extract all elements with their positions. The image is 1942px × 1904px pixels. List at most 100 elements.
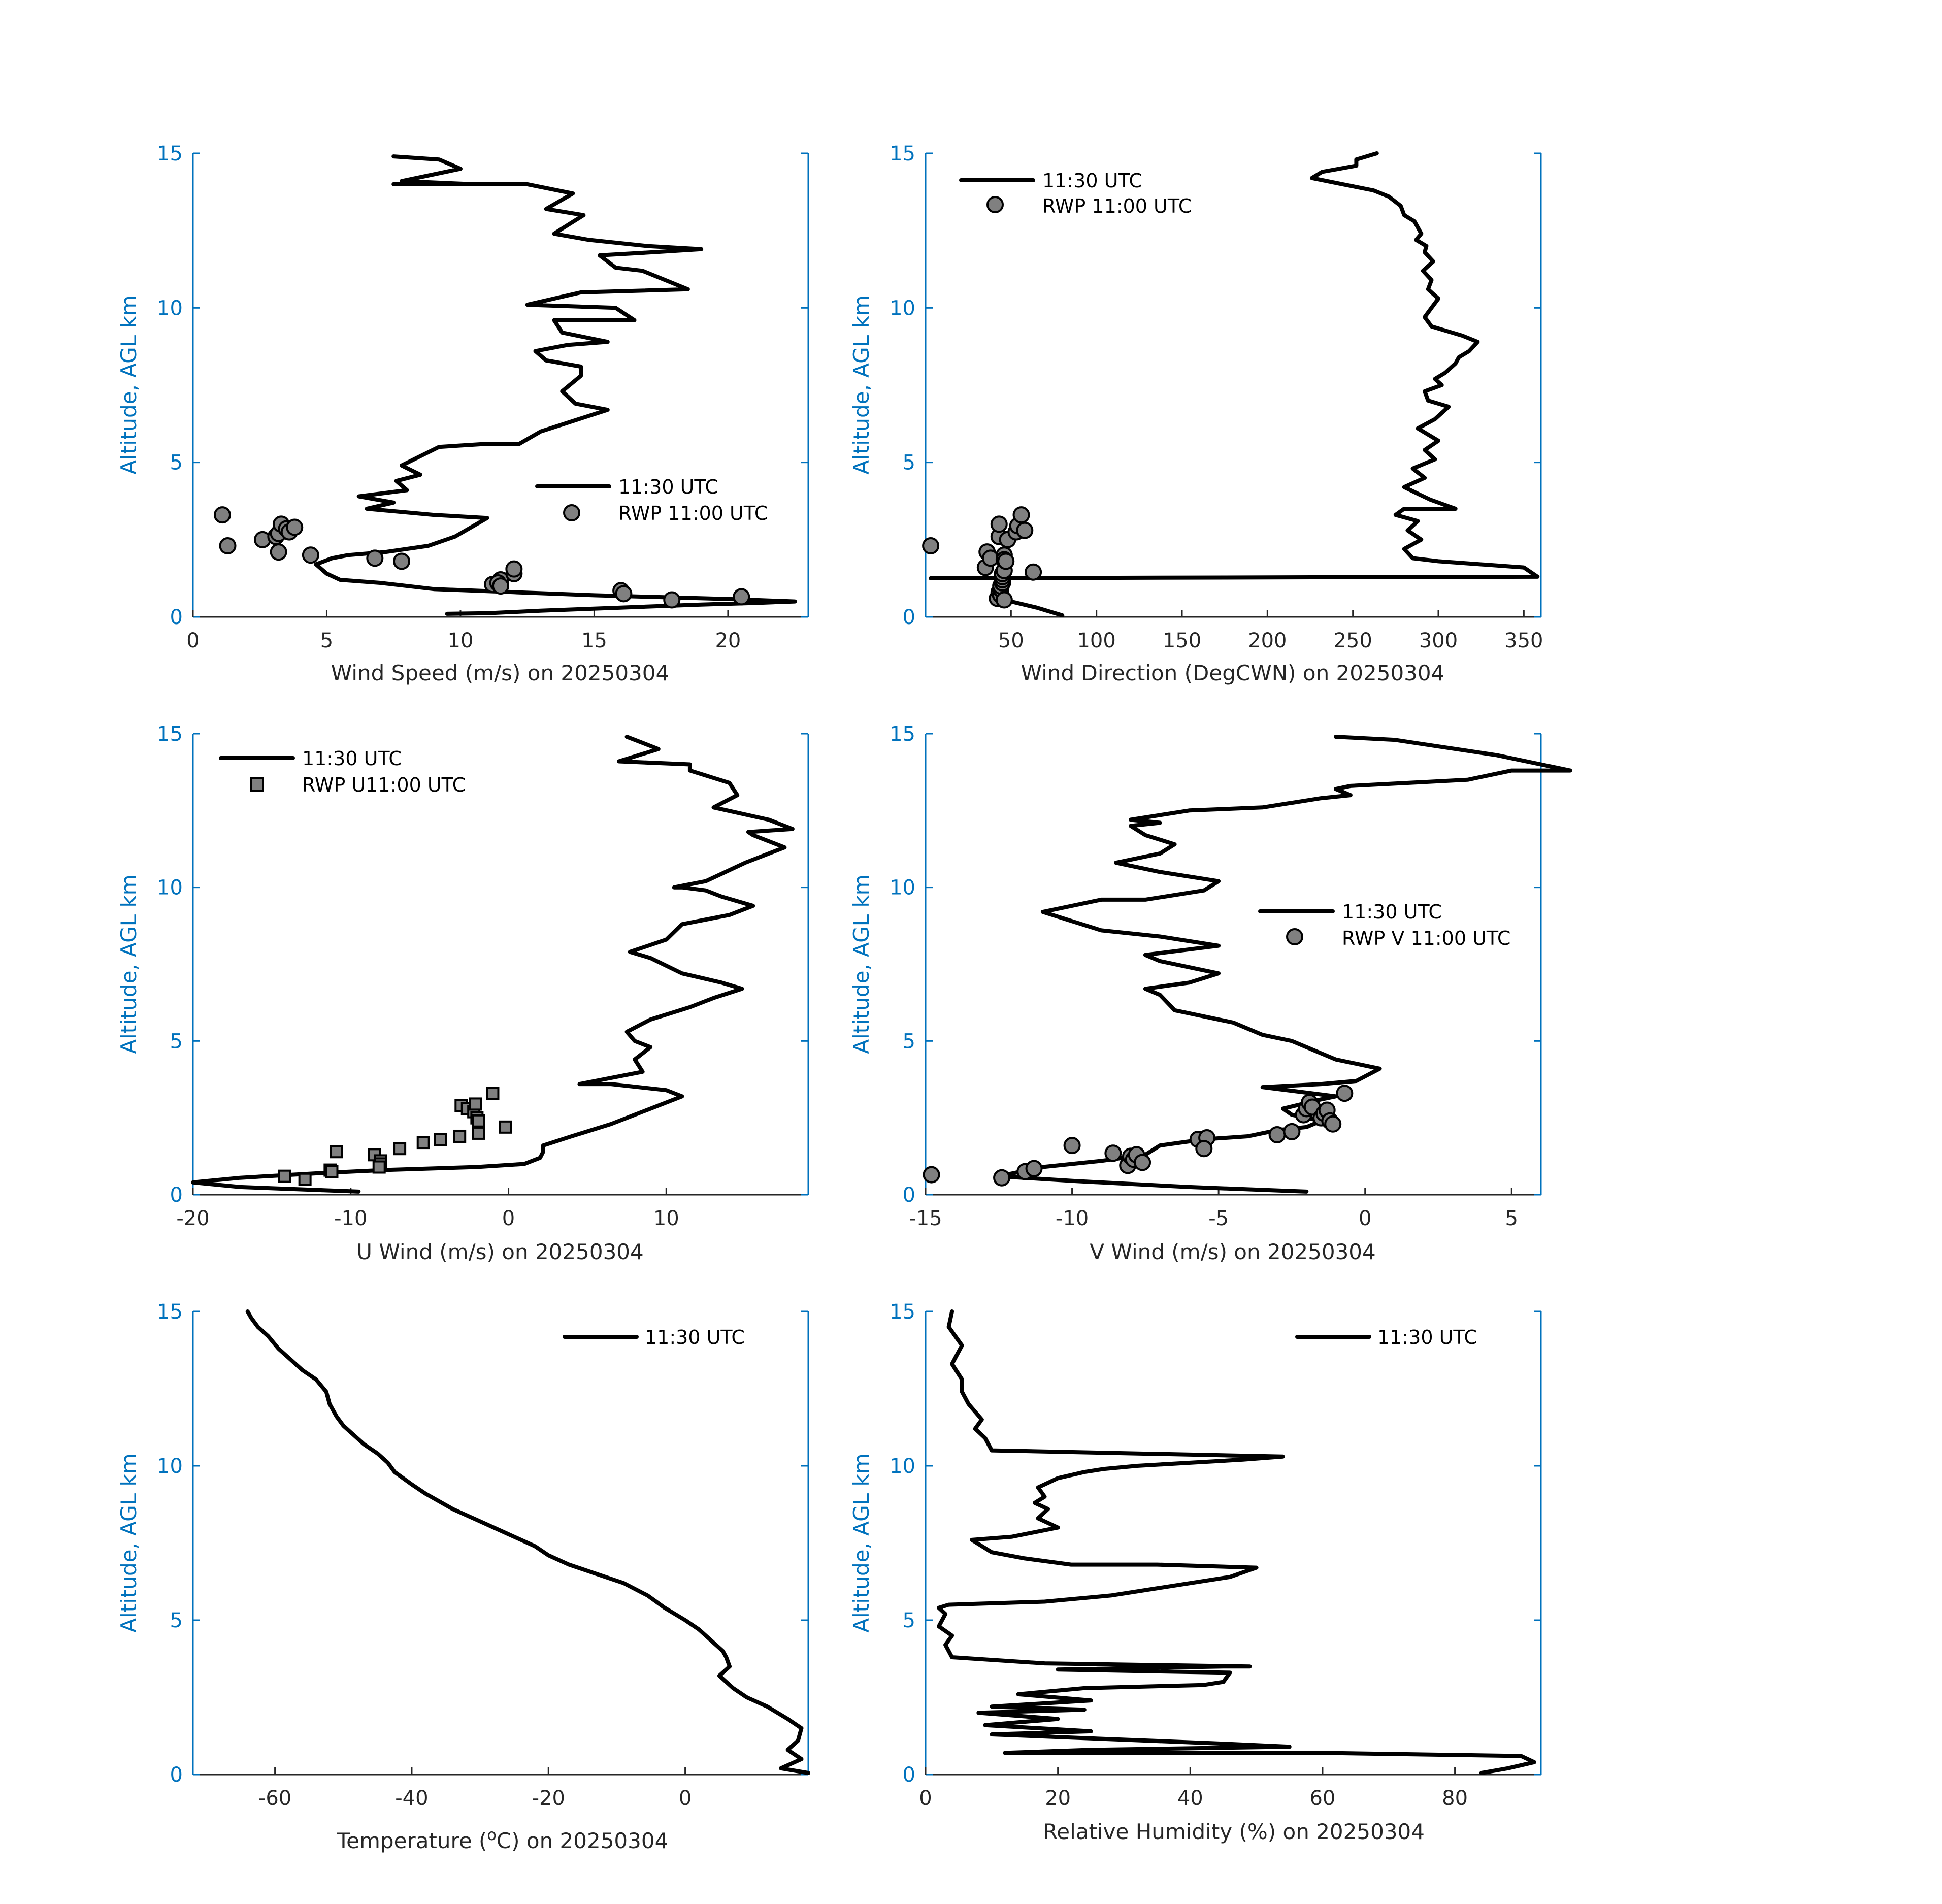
x-axis-label: Temperature (oC) on 20250304 <box>337 1826 669 1853</box>
legend: 11:30 UTC RWP U11:00 UTC <box>219 747 466 796</box>
rwp-point <box>486 1087 500 1100</box>
rwp-point <box>453 1129 467 1143</box>
rwp-point <box>213 506 231 524</box>
x-tick-label: 100 <box>1077 629 1115 652</box>
y-tick-label: 5 <box>170 1609 183 1632</box>
rwp-point <box>923 1166 940 1184</box>
y-axis-label: Altitude, AGL km <box>116 874 141 1054</box>
x-tick-label: 5 <box>1505 1207 1518 1230</box>
rwp-point <box>472 1114 485 1128</box>
x-axis-label: U Wind (m/s) on 20250304 <box>356 1239 644 1264</box>
y-tick-label: 5 <box>903 1030 915 1053</box>
rwp-point <box>393 1142 407 1156</box>
rwp-point <box>499 1120 512 1134</box>
x-tick-label: -60 <box>258 1787 291 1810</box>
x-axis-label: Wind Speed (m/s) on 20250304 <box>331 661 669 685</box>
x-tick-label: -20 <box>176 1207 209 1230</box>
rwp-point <box>372 1160 386 1174</box>
x-tick-label: 0 <box>679 1787 692 1810</box>
x-axis-label: V Wind (m/s) on 20250304 <box>1090 1239 1376 1264</box>
y-tick-label: 0 <box>903 1184 915 1207</box>
legend-label-line: 11:30 UTC <box>618 476 718 498</box>
x-tick-label: 0 <box>502 1207 515 1230</box>
profile-line <box>937 1309 1536 1775</box>
x-axis-label-part: Temperature ( <box>337 1828 487 1853</box>
x-axis-label-part: C) on 20250304 <box>497 1828 669 1853</box>
y-tick-label: 0 <box>903 606 915 629</box>
x-tick-label: 0 <box>919 1787 932 1810</box>
x-axis-label: Relative Humidity (%) on 20250304 <box>1043 1819 1425 1844</box>
rwp-point <box>1104 1144 1122 1162</box>
x-tick-label: 20 <box>1045 1787 1071 1810</box>
legend-marker-swatch <box>250 777 264 792</box>
rwp-point <box>302 546 319 564</box>
rwp-point <box>219 537 237 555</box>
legend-label-line: 11:30 UTC <box>1342 901 1442 923</box>
rwp-point <box>1195 1140 1213 1158</box>
relative-humidity-panel: 0 5 10 15 0 20 40 60 80 Altitude, AGL km Relativ… <box>849 1300 1542 1844</box>
x-tick-label: 10 <box>448 629 474 652</box>
y-tick-label: 10 <box>890 1455 915 1478</box>
profile-line <box>191 735 795 1194</box>
y-tick-label: 5 <box>903 1609 915 1632</box>
legend-label-line: 11:30 UTC <box>302 747 402 770</box>
legend-label-scatter: RWP 11:00 UTC <box>1042 195 1192 217</box>
legend-marker-swatch <box>986 196 1004 213</box>
legend: 11:30 UTC RWP 11:00 UTC <box>959 170 1192 217</box>
x-tick-label: 5 <box>320 629 333 652</box>
wind-speed-panel: 0 5 10 15 0 5 10 15 20 Altitude, AGL km Wind Spe… <box>116 142 809 685</box>
rwp-point <box>286 518 304 536</box>
rwp-point <box>472 1126 485 1140</box>
y-tick-label: 5 <box>170 1030 183 1053</box>
rwp-point <box>995 591 1013 609</box>
u-wind-panel: 0 5 10 15 -20 -10 0 10 Altitude, AGL km U Wind … <box>116 723 809 1264</box>
legend: 11:30 UTC <box>563 1326 745 1349</box>
wind-direction-panel: 0 5 10 15 50 100 150 200 250 300 350 Altitude, AGL… <box>849 142 1543 685</box>
x-tick-label: 20 <box>715 629 741 652</box>
y-tick-label: 0 <box>170 1184 183 1207</box>
y-tick-label: 0 <box>170 606 183 629</box>
rwp-point <box>330 1145 343 1159</box>
x-tick-label: 15 <box>581 629 607 652</box>
x-tick-label: -20 <box>532 1787 565 1810</box>
rwp-point <box>1283 1123 1301 1140</box>
y-tick-label: 10 <box>890 876 915 900</box>
x-tick-label: 150 <box>1163 629 1201 652</box>
legend-marker-swatch <box>1286 928 1303 945</box>
x-tick-label: 50 <box>998 629 1024 652</box>
legend-label-scatter: RWP V 11:00 UTC <box>1342 927 1510 949</box>
rwp-point <box>469 1097 482 1111</box>
legend-label-line: 11:30 UTC <box>1042 170 1142 192</box>
rwp-point <box>505 560 523 578</box>
x-tick-label: -10 <box>334 1207 367 1230</box>
rwp-point <box>663 591 681 609</box>
rwp-point <box>733 588 750 606</box>
y-axis-label: Altitude, AGL km <box>116 1453 141 1632</box>
rwp-point <box>922 537 940 555</box>
profile-line <box>997 735 1572 1194</box>
rwp-point <box>1063 1137 1081 1155</box>
legend-marker-swatch <box>563 504 580 521</box>
y-tick-label: 10 <box>157 876 183 900</box>
legend-label-scatter: RWP 11:00 UTC <box>618 502 768 524</box>
legend: 11:30 UTC <box>1295 1326 1477 1349</box>
legend: 11:30 UTC RWP 11:00 UTC <box>535 476 768 524</box>
x-tick-label: -40 <box>395 1787 428 1810</box>
rwp-point <box>416 1136 430 1150</box>
rwp-point <box>1134 1154 1151 1171</box>
x-tick-label: -10 <box>1056 1207 1089 1230</box>
x-tick-label: 300 <box>1419 629 1458 652</box>
y-tick-label: 15 <box>157 1300 183 1324</box>
x-tick-label: 10 <box>653 1207 679 1230</box>
rwp-point <box>366 549 384 567</box>
rwp-point <box>393 552 411 570</box>
x-tick-label: 250 <box>1333 629 1372 652</box>
legend: 11:30 UTC RWP V 11:00 UTC <box>1258 901 1510 949</box>
rwp-point <box>298 1172 312 1186</box>
profile-line <box>245 1309 810 1775</box>
legend-label-scatter: RWP U11:00 UTC <box>302 774 466 796</box>
x-tick-label: 60 <box>1309 1787 1335 1810</box>
temperature-panel: 0 5 10 15 -60 -40 -20 0 Altitude, AGL km Temper… <box>116 1300 810 1853</box>
y-tick-label: 5 <box>170 451 183 475</box>
